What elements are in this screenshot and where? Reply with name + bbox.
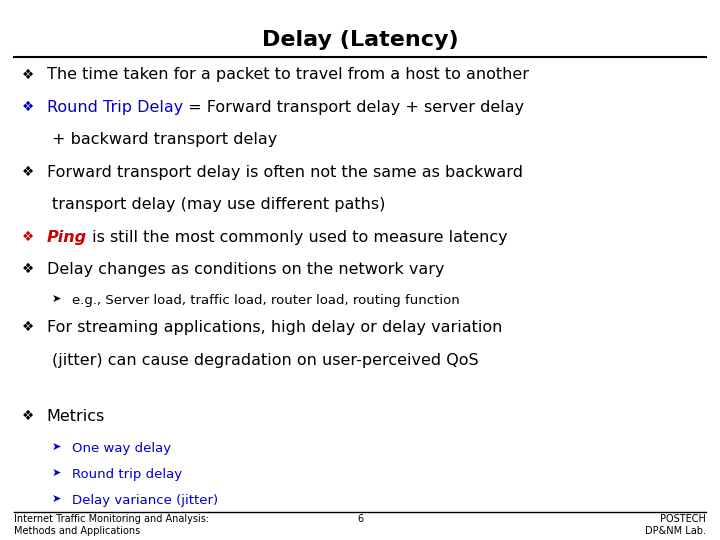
Text: One way delay: One way delay bbox=[72, 442, 171, 455]
Text: ❖: ❖ bbox=[22, 320, 34, 334]
Text: ➤: ➤ bbox=[52, 442, 61, 452]
Text: transport delay (may use different paths): transport delay (may use different paths… bbox=[52, 197, 385, 212]
Text: Delay changes as conditions on the network vary: Delay changes as conditions on the netwo… bbox=[47, 262, 444, 277]
Text: ❖: ❖ bbox=[22, 68, 34, 82]
Text: Forward transport delay is often not the same as backward: Forward transport delay is often not the… bbox=[47, 165, 523, 180]
Text: ❖: ❖ bbox=[22, 262, 34, 276]
Text: ❖: ❖ bbox=[22, 100, 34, 114]
Text: is still the most commonly used to measure latency: is still the most commonly used to measu… bbox=[87, 230, 508, 245]
Text: Internet Traffic Monitoring and Analysis:
Methods and Applications: Internet Traffic Monitoring and Analysis… bbox=[14, 514, 210, 536]
Text: Metrics: Metrics bbox=[47, 409, 105, 424]
Text: + backward transport delay: + backward transport delay bbox=[52, 132, 277, 147]
Text: ➤: ➤ bbox=[52, 494, 61, 504]
Text: Round Trip Delay: Round Trip Delay bbox=[47, 100, 183, 115]
Text: The time taken for a packet to travel from a host to another: The time taken for a packet to travel fr… bbox=[47, 68, 528, 83]
Text: ❖: ❖ bbox=[22, 230, 34, 244]
Text: POSTECH
DP&NM Lab.: POSTECH DP&NM Lab. bbox=[644, 514, 706, 536]
Text: e.g., Server load, traffic load, router load, routing function: e.g., Server load, traffic load, router … bbox=[72, 294, 460, 307]
Text: (jitter) can cause degradation on user-perceived QoS: (jitter) can cause degradation on user-p… bbox=[52, 353, 479, 368]
Text: ➤: ➤ bbox=[52, 468, 61, 478]
Text: Round trip delay: Round trip delay bbox=[72, 468, 182, 481]
Text: ❖: ❖ bbox=[22, 165, 34, 179]
Text: Delay variance (jitter): Delay variance (jitter) bbox=[72, 494, 218, 507]
Text: ➤: ➤ bbox=[52, 294, 61, 305]
Text: For streaming applications, high delay or delay variation: For streaming applications, high delay o… bbox=[47, 320, 502, 335]
Text: = Forward transport delay + server delay: = Forward transport delay + server delay bbox=[183, 100, 524, 115]
Text: Ping: Ping bbox=[47, 230, 87, 245]
Text: 6: 6 bbox=[357, 514, 363, 524]
Text: ❖: ❖ bbox=[22, 409, 34, 423]
Text: Delay (Latency): Delay (Latency) bbox=[261, 30, 459, 50]
